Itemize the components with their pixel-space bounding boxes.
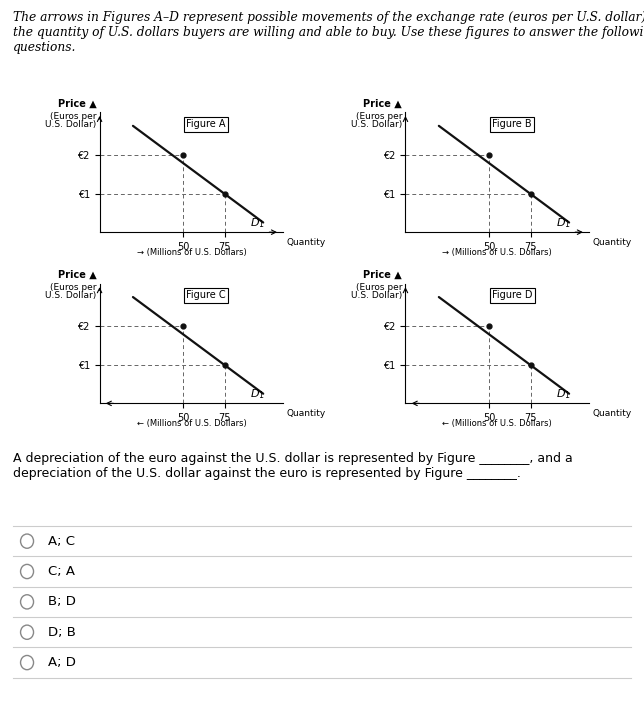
Text: Figure D: Figure D [492,290,533,301]
Text: $D_1$: $D_1$ [556,387,571,401]
Text: U.S. Dollar): U.S. Dollar) [351,120,402,129]
Text: → (Millions of U.S. Dollars): → (Millions of U.S. Dollars) [442,248,552,257]
Text: B; D: B; D [48,595,76,609]
Text: ← (Millions of U.S. Dollars): ← (Millions of U.S. Dollars) [442,419,552,428]
Text: D; B: D; B [48,626,76,639]
Text: Figure B: Figure B [492,119,532,129]
Text: (Euros per: (Euros per [355,112,402,121]
Text: ← (Millions of U.S. Dollars): ← (Millions of U.S. Dollars) [137,419,246,428]
Text: (Euros per: (Euros per [50,112,97,121]
Text: Quantity: Quantity [592,238,632,247]
Text: → (Millions of U.S. Dollars): → (Millions of U.S. Dollars) [137,248,246,257]
Text: A depreciation of the euro against the U.S. dollar is represented by Figure ____: A depreciation of the euro against the U… [13,452,573,480]
Text: (Euros per: (Euros per [50,283,97,292]
Text: A; D: A; D [48,656,76,669]
Text: $D_1$: $D_1$ [556,216,571,229]
Text: $D_1$: $D_1$ [250,216,265,229]
Text: Price ▲: Price ▲ [57,99,97,109]
Text: Price ▲: Price ▲ [57,270,97,280]
Text: Figure C: Figure C [186,290,226,301]
Text: Price ▲: Price ▲ [363,99,402,109]
Text: Price ▲: Price ▲ [363,270,402,280]
Text: A; C: A; C [48,534,75,548]
Text: $D_1$: $D_1$ [250,387,265,401]
Text: Quantity: Quantity [592,409,632,418]
Text: Quantity: Quantity [287,409,326,418]
Text: Figure A: Figure A [186,119,226,129]
Text: U.S. Dollar): U.S. Dollar) [45,292,97,301]
Text: C; A: C; A [48,565,75,578]
Text: The arrows in Figures A–D represent possible movements of the exchange rate (eur: The arrows in Figures A–D represent poss… [13,11,644,54]
Text: (Euros per: (Euros per [355,283,402,292]
Text: U.S. Dollar): U.S. Dollar) [45,120,97,129]
Text: U.S. Dollar): U.S. Dollar) [351,292,402,301]
Text: Quantity: Quantity [287,238,326,247]
